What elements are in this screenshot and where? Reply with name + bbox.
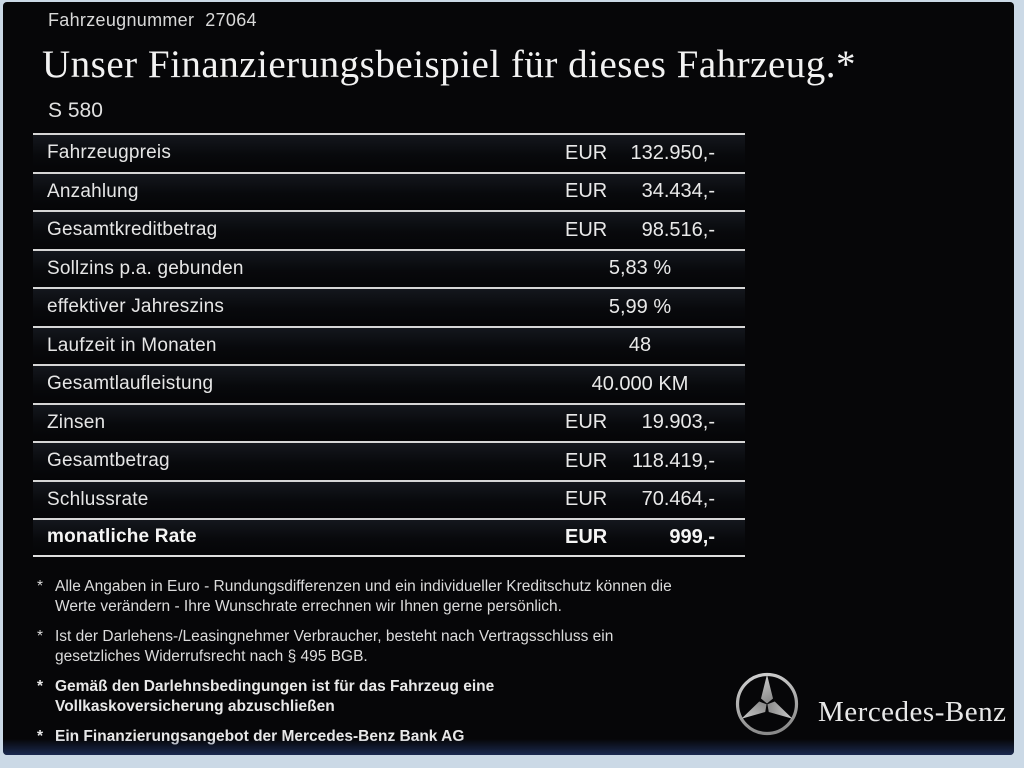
table-row: Schlussrate EUR 70.464,- (33, 479, 745, 518)
row-currency: EUR (565, 180, 608, 203)
row-value: EUR 132.950,- (565, 142, 715, 165)
row-currency: EUR (565, 488, 608, 511)
row-label: Gesamtlaufleistung (47, 373, 214, 395)
row-label: Zinsen (47, 411, 106, 433)
footnote: * Gemäß den Darlehnsbedingungen ist für d… (37, 677, 743, 717)
brand-name: Mercedes-Benz (818, 696, 1007, 728)
row-label: Fahrzeugpreis (47, 142, 172, 164)
financing-sheet: Fahrzeugnummer 27064 Unser Finanzierungsb… (3, 2, 1014, 755)
row-label: Gesamtbetrag (47, 450, 170, 472)
row-amount: 98.516,- (641, 218, 715, 241)
row-value: 48 (565, 334, 715, 357)
row-label: Laufzeit in Monaten (47, 334, 217, 356)
row-label: Sollzins p.a. gebunden (47, 257, 244, 279)
row-label: monatliche Rate (47, 526, 197, 548)
row-amount: 118.419,- (631, 449, 715, 472)
row-value: 5,99 % (565, 296, 715, 319)
table-row: Gesamtbetrag EUR 118.419,- (33, 441, 745, 480)
row-amount: 40.000 KM (591, 372, 689, 395)
footnote-marker: * (37, 728, 44, 745)
table-row: Anzahlung EUR 34.434,- (33, 171, 745, 210)
table-row: Fahrzeugpreis EUR 132.950,- (33, 133, 745, 172)
row-value: EUR 999,- (565, 526, 715, 549)
row-value: 40.000 KM (565, 373, 715, 396)
row-label: effektiver Jahreszins (47, 296, 225, 318)
table-row: effektiver Jahreszins 5,99 % (33, 287, 745, 326)
row-amount: 19.903,- (641, 411, 715, 434)
row-label: Anzahlung (47, 180, 139, 202)
table-row: Zinsen EUR 19.903,- (33, 402, 745, 441)
table-row: Sollzins p.a. gebunden 5,83 % (33, 248, 745, 287)
footnote-text: Alle Angaben in Euro - Rundungsdifferenz… (55, 578, 672, 615)
row-value: EUR 98.516,- (565, 219, 715, 242)
row-value: 5,83 % (565, 257, 715, 280)
row-currency: EUR (565, 449, 608, 472)
footnote-text: Gemäß den Darlehnsbedingungen ist für da… (55, 678, 495, 715)
row-label: Schlussrate (47, 488, 149, 510)
table-row: Gesamtlaufleistung 40.000 KM (33, 364, 745, 403)
row-value: EUR 19.903,- (565, 411, 715, 434)
table-row: Gesamtkreditbetrag EUR 98.516,- (33, 210, 745, 249)
footnote-marker: * (37, 578, 44, 595)
row-amount: 34.434,- (641, 180, 715, 203)
row-amount: 132.950,- (630, 141, 715, 164)
footnote-marker: * (37, 628, 44, 645)
row-value: EUR 70.464,- (565, 488, 715, 511)
row-amount: 999,- (669, 525, 715, 548)
footnote-text: Ein Finanzierungsangebot der Mercedes-Be… (55, 728, 465, 745)
footnote-marker: * (37, 678, 44, 695)
vehicle-number: Fahrzeugnummer 27064 (48, 10, 257, 31)
row-amount: 70.464,- (641, 488, 715, 511)
footnote-text: Ist der Darlehens-/Leasingnehmer Verbrau… (55, 628, 614, 665)
footnote: * Ein Finanzierungsangebot der Mercedes-B… (37, 727, 743, 747)
vehicle-number-label: Fahrzeugnummer (48, 10, 195, 30)
row-amount: 5,83 % (608, 257, 672, 280)
vehicle-number-value: 27064 (205, 10, 257, 30)
financing-table: Fahrzeugpreis EUR 132.950,- Anzahlung EUR 34.… (33, 133, 745, 557)
table-row: Laufzeit in Monaten 48 (33, 325, 745, 364)
table-row: monatliche Rate EUR 999,- (33, 518, 745, 557)
mercedes-star-icon (735, 672, 799, 736)
footnote: * Ist der Darlehens-/Leasingnehmer Verbra… (37, 627, 743, 667)
footnotes: * Alle Angaben in Euro - Rundungsdifferen… (37, 577, 743, 747)
row-amount: 48 (628, 334, 652, 357)
row-currency: EUR (565, 411, 608, 434)
row-currency: EUR (565, 218, 608, 241)
row-currency: EUR (565, 141, 608, 164)
page-title: Unser Finanzierungsbeispiel für dieses F… (42, 43, 857, 86)
model-name: S 580 (48, 99, 103, 122)
row-value: EUR 34.434,- (565, 180, 715, 203)
footnote: * Alle Angaben in Euro - Rundungsdifferen… (37, 577, 743, 617)
row-currency: EUR (565, 525, 608, 548)
row-value: EUR 118.419,- (565, 450, 715, 473)
row-amount: 5,99 % (608, 295, 672, 318)
row-label: Gesamtkreditbetrag (47, 219, 218, 241)
